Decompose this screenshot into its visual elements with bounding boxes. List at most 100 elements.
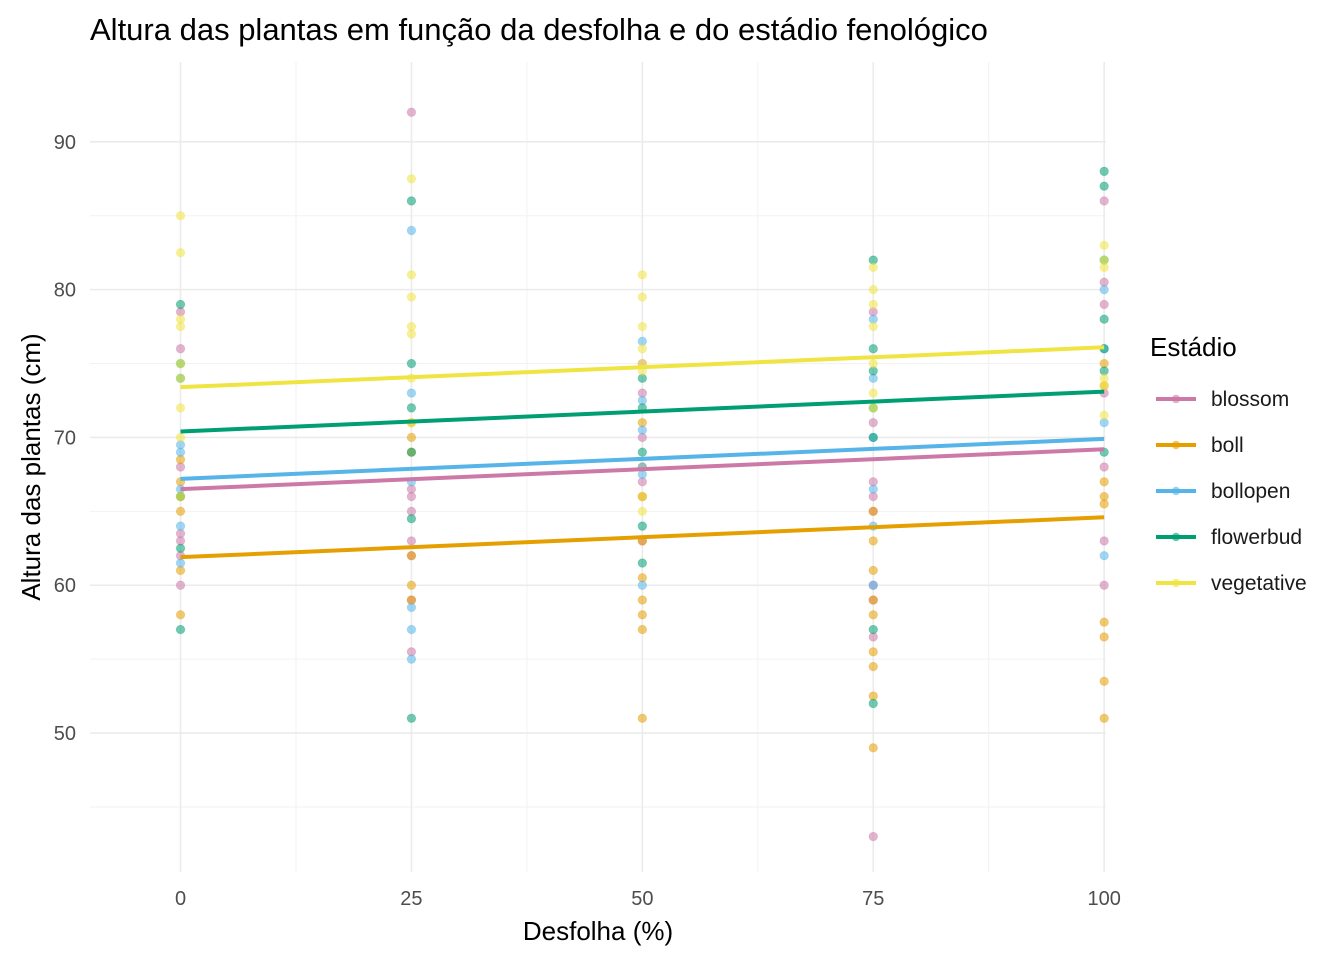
data-point-blossom <box>175 580 186 590</box>
data-point-flowerbud <box>406 713 417 723</box>
data-point-bollopen <box>406 624 417 635</box>
data-point-boll <box>868 743 878 753</box>
data-point-boll <box>1099 477 1109 487</box>
data-point-blossom <box>868 417 878 428</box>
data-point-boll <box>1099 632 1109 642</box>
data-point-flowerbud <box>406 196 417 206</box>
x-tick-label: 25 <box>400 888 422 910</box>
data-point-blossom <box>868 831 878 842</box>
data-point-vegetative <box>868 358 878 369</box>
y-tick-label: 80 <box>54 280 76 302</box>
fit-line-blossom <box>180 447 1105 492</box>
data-point-boll <box>1099 499 1109 509</box>
data-point-flowerbud <box>637 521 648 531</box>
data-point-vegetative <box>868 284 878 295</box>
data-point-vegetative <box>406 174 417 184</box>
data-point-flowerbud <box>175 543 186 553</box>
legend: blossom boll bollopen flowerbud vegetative <box>1156 388 1307 595</box>
data-point-vegetative <box>1099 381 1109 391</box>
data-point-blossom <box>1099 462 1109 472</box>
data-point-blossom <box>406 107 417 117</box>
data-point-vegetative <box>868 299 878 310</box>
data-point-vegetative <box>868 388 878 398</box>
data-point-flowerbud <box>406 403 417 413</box>
data-point-vegetative <box>637 321 648 332</box>
data-point-vegetative <box>175 491 186 502</box>
data-point-bollopen <box>637 425 648 435</box>
fit-line-flowerbud <box>180 389 1105 434</box>
data-point-bollopen <box>1099 284 1109 295</box>
y-tick-label: 50 <box>54 723 76 745</box>
data-point-vegetative <box>406 329 417 339</box>
fit-line-bollopen <box>180 436 1105 481</box>
legend-label: blossom <box>1211 388 1289 411</box>
data-point-vegetative <box>637 491 648 502</box>
data-point-bollopen <box>868 484 878 494</box>
fit-lines <box>180 345 1105 560</box>
legend-item-boll: boll <box>1156 434 1244 457</box>
data-point-bollopen <box>637 469 648 480</box>
data-point-bollopen <box>175 558 186 568</box>
fit-line-boll <box>180 515 1105 560</box>
x-tick-label: 100 <box>1087 888 1120 910</box>
data-point-bollopen <box>868 580 878 590</box>
data-point-vegetative <box>1099 410 1109 420</box>
data-point-boll <box>175 506 186 517</box>
data-point-blossom <box>1099 299 1109 310</box>
y-tick-label: 60 <box>54 575 76 597</box>
data-point-bollopen <box>406 225 417 236</box>
data-point-boll <box>868 647 878 657</box>
legend-item-bollopen: bollopen <box>1156 480 1290 503</box>
x-axis-ticks: 0 25 50 75 100 <box>175 888 1121 910</box>
data-point-vegetative <box>406 292 417 302</box>
legend-key-point <box>1171 394 1181 404</box>
legend-key-point <box>1171 440 1181 450</box>
x-tick-label: 75 <box>862 888 884 910</box>
data-point-bollopen <box>175 521 186 531</box>
data-point-vegetative <box>868 403 878 413</box>
data-point-flowerbud <box>868 432 878 443</box>
legend-label: bollopen <box>1211 480 1290 503</box>
data-point-vegetative <box>1099 240 1109 250</box>
legend-key-point <box>1171 486 1181 496</box>
legend-item-flowerbud: flowerbud <box>1156 526 1302 549</box>
legend-item-blossom: blossom <box>1156 388 1289 411</box>
data-point-blossom <box>1099 580 1109 590</box>
data-point-boll <box>637 610 648 620</box>
data-point-boll <box>868 506 878 517</box>
legend-label: vegetative <box>1211 572 1307 595</box>
data-point-blossom <box>1099 536 1109 546</box>
data-point-vegetative <box>868 321 878 332</box>
data-point-vegetative <box>175 211 186 221</box>
data-point-boll <box>1099 676 1109 687</box>
grid <box>90 62 1106 872</box>
data-point-blossom <box>175 344 186 354</box>
legend-item-vegetative: vegetative <box>1156 572 1307 595</box>
data-point-boll <box>868 536 878 546</box>
data-point-blossom <box>406 536 417 546</box>
data-point-boll <box>868 565 878 576</box>
data-point-boll <box>637 713 648 723</box>
y-axis-title: Altura das plantas (cm) <box>16 333 46 600</box>
data-point-boll <box>637 624 648 635</box>
data-point-vegetative <box>175 403 186 413</box>
data-point-vegetative <box>406 270 417 280</box>
y-tick-label: 90 <box>54 132 76 154</box>
data-point-flowerbud <box>406 358 417 369</box>
data-point-bollopen <box>175 447 186 457</box>
data-point-flowerbud <box>175 624 186 635</box>
data-point-flowerbud <box>175 299 186 310</box>
data-point-vegetative <box>175 358 186 369</box>
data-point-bollopen <box>406 388 417 398</box>
data-point-boll <box>1099 617 1109 627</box>
data-point-flowerbud <box>637 558 648 568</box>
data-point-vegetative <box>637 270 648 280</box>
data-point-flowerbud <box>868 624 878 635</box>
data-point-boll <box>868 595 878 605</box>
legend-label: boll <box>1211 434 1244 457</box>
data-point-vegetative <box>1099 262 1109 273</box>
data-point-vegetative <box>637 506 648 517</box>
data-point-vegetative <box>175 432 186 443</box>
data-point-boll <box>406 580 417 590</box>
